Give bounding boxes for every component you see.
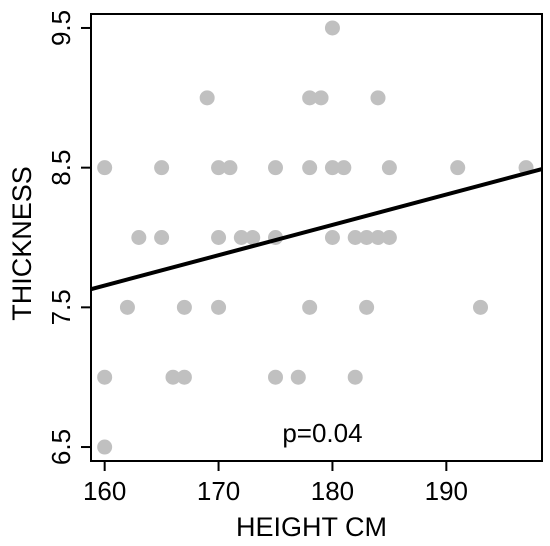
data-point <box>222 160 238 176</box>
regression-line <box>90 167 543 292</box>
data-point <box>97 439 113 455</box>
data-point <box>131 230 147 245</box>
data-point <box>359 230 375 245</box>
p-value-annotation: p=0.04 <box>282 418 362 448</box>
data-point <box>324 160 340 176</box>
data-point <box>165 369 181 385</box>
data-point <box>302 299 318 315</box>
data-point <box>97 369 113 385</box>
x-tick-label: 180 <box>311 476 354 506</box>
data-point <box>154 230 170 245</box>
x-tick-label: 170 <box>197 476 240 506</box>
data-point <box>233 230 249 245</box>
data-points <box>97 20 534 455</box>
data-point <box>473 299 488 315</box>
data-point <box>97 160 113 176</box>
x-axis-title: HEIGHT CM <box>236 512 387 542</box>
data-point <box>450 160 466 176</box>
data-point <box>381 230 397 245</box>
regression-line-layer <box>90 167 543 292</box>
data-point <box>347 369 363 385</box>
data-point <box>313 90 329 106</box>
plot-frame <box>90 13 543 462</box>
x-axis: 160 170 180 190 <box>83 461 468 506</box>
data-point <box>268 160 283 176</box>
x-tick-label: 160 <box>83 476 126 506</box>
data-point <box>336 160 352 176</box>
data-point <box>302 160 318 176</box>
data-point <box>119 299 135 315</box>
data-point <box>199 90 215 106</box>
data-point <box>324 230 340 245</box>
data-point <box>245 230 261 245</box>
y-tick-label: 9.5 <box>46 10 76 46</box>
data-point <box>290 369 306 385</box>
data-point <box>370 230 386 245</box>
data-point <box>302 90 318 106</box>
x-tick-label: 190 <box>425 476 468 506</box>
data-point <box>347 230 363 245</box>
data-point <box>176 299 192 315</box>
data-point <box>211 160 227 176</box>
data-point <box>370 90 386 106</box>
data-point <box>324 20 340 36</box>
data-point <box>211 299 227 315</box>
data-point <box>381 160 397 176</box>
data-point <box>359 299 375 315</box>
y-tick-label: 8.5 <box>46 150 76 186</box>
y-tick-label: 7.5 <box>46 289 76 325</box>
data-point <box>211 230 227 245</box>
data-point <box>268 369 283 385</box>
y-axis-title: THICKNESS <box>7 166 37 321</box>
data-point <box>176 369 192 385</box>
data-point <box>154 160 170 176</box>
y-tick-label: 6.5 <box>46 429 76 465</box>
y-axis: 6.5 7.5 8.5 9.5 <box>46 10 91 465</box>
